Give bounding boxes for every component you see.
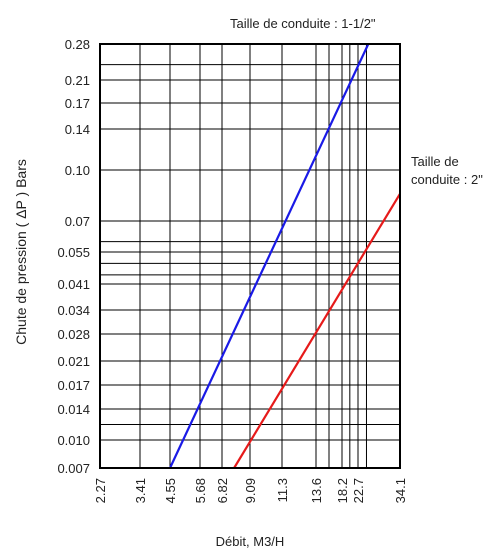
x-axis-label: Débit, M3/H — [216, 534, 285, 549]
y-tick-label: 0.007 — [57, 461, 90, 476]
x-tick-labels: 2.27 3.41 4.55 5.68 6.82 9.09 11.3 13.6 18.2 22.7… — [93, 478, 408, 503]
y-tick-label: 0.055 — [57, 245, 90, 260]
x-tick-label: 3.41 — [133, 478, 148, 503]
y-tick-label: 0.21 — [65, 73, 90, 88]
series-line-2 — [233, 193, 401, 469]
y-tick-label: 0.028 — [57, 327, 90, 342]
x-tick-label: 2.27 — [93, 478, 108, 503]
y-tick-label: 0.041 — [57, 277, 90, 292]
y-tick-label: 0.034 — [57, 303, 90, 318]
x-tick-label: 11.3 — [275, 478, 290, 502]
grid-lines — [99, 43, 401, 469]
y-tick-label: 0.010 — [57, 433, 90, 448]
y-tick-label: 0.28 — [65, 37, 90, 52]
series-label-2-line2: conduite : 2" — [411, 172, 483, 187]
y-tick-labels: 0.28 0.21 0.17 0.14 0.10 0.07 0.055 0.041 0.034 0… — [57, 37, 90, 476]
plot-frame — [99, 43, 401, 469]
x-tick-label: 18.2 — [335, 478, 350, 503]
y-tick-label: 0.014 — [57, 402, 90, 417]
x-tick-label: 9.09 — [243, 478, 258, 503]
x-tick-label: 34.1 — [393, 478, 408, 503]
x-tick-label: 4.55 — [163, 478, 178, 503]
y-tick-label: 0.017 — [57, 378, 90, 393]
x-tick-label: 22.7 — [351, 478, 366, 503]
x-tick-label: 5.68 — [193, 478, 208, 503]
y-tick-label: 0.17 — [65, 96, 90, 111]
series-label-2: Taille de conduite : 2" — [411, 154, 483, 187]
x-tick-label: 6.82 — [215, 478, 230, 503]
y-tick-label: 0.07 — [65, 214, 90, 229]
x-tick-label: 13.6 — [309, 478, 324, 503]
series-label-2-line1: Taille de — [411, 154, 459, 169]
series-line-1-1-2 — [169, 43, 370, 469]
y-axis-label: Chute de pression ( ΔP ) Bars — [13, 159, 29, 345]
series-label-1-1-2: Taille de conduite : 1-1/2" — [230, 16, 376, 31]
y-tick-label: 0.14 — [65, 122, 90, 137]
series-lines — [169, 43, 401, 469]
y-tick-label: 0.10 — [65, 163, 90, 178]
y-tick-label: 0.021 — [57, 354, 90, 369]
